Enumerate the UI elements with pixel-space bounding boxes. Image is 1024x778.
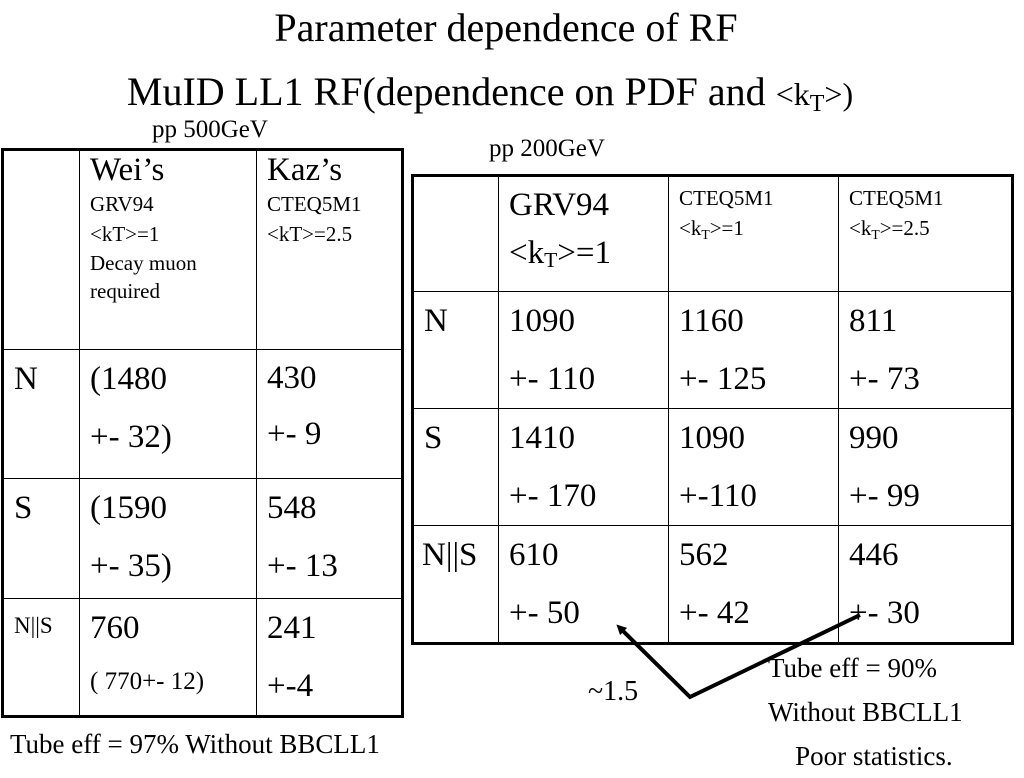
table-cell: 1410 +- 170 [498, 408, 669, 526]
table-cell: 811 +- 73 [838, 291, 1013, 409]
table-cell: 1090 +- 110 [498, 291, 669, 409]
row-label: S [2, 478, 80, 599]
slide-title: Parameter dependence of RF [274, 5, 738, 50]
header-cell: CTEQ5M1 <kT>=1 [668, 175, 839, 292]
table-header-row: GRV94 <kT>=1 CTEQ5M1 <kT>=1 CTEQ5M1 <kT>… [412, 175, 1013, 292]
table-cell: 241 +-4 [256, 598, 403, 717]
row-label: N [2, 349, 80, 479]
header-pdf: GRV94 [90, 192, 154, 216]
header-cell: CTEQ5M1 <kT>=2.5 [838, 175, 1013, 292]
table-row: S (1590 +- 35) 548 +- 13 [2, 478, 403, 599]
table-row: S 1410 +- 170 1090 +-110 990 +- 99 [412, 408, 1013, 526]
caption-200gev: pp 200GeV [489, 135, 605, 162]
header-kt: <kT>=1 [679, 216, 744, 242]
header-kt: <kT>=1 [509, 235, 611, 272]
header-pdf: GRV94 [509, 187, 610, 223]
header-pdf: CTEQ5M1 [679, 186, 774, 210]
table-cell: 446 +- 30 [838, 525, 1013, 644]
table-500gev: Wei’s GRV94 <kT>=1 Decay muon required K… [1, 148, 404, 718]
note-200gev: Tube eff = 90% Without BBCLL1 Poor stati… [768, 653, 963, 771]
table-cell: 1160 +- 125 [668, 291, 839, 409]
table-cell: 1090 +-110 [668, 408, 839, 526]
header-note: Decay muon required [90, 251, 197, 303]
header-pdf: CTEQ5M1 [267, 192, 362, 216]
table-row: N 1090 +- 110 1160 +- 125 811 +- 73 [412, 291, 1013, 409]
header-kt: <kT>=2.5 [849, 216, 930, 242]
table-200gev: GRV94 <kT>=1 CTEQ5M1 <kT>=1 CTEQ5M1 <kT>… [411, 174, 1014, 645]
slide-subtitle: MuID LL1 RF(dependence on PDF and <kT>) [126, 69, 854, 117]
row-label: S [412, 408, 499, 526]
header-cell: Wei’s GRV94 <kT>=1 Decay muon required [79, 149, 257, 350]
table-row: N||S 610 +- 50 562 +- 42 446 +- 30 [412, 525, 1013, 644]
table-cell: (1480 +- 32) [79, 349, 257, 479]
header-kt: <kT>=1 [90, 222, 160, 246]
table-cell: 430 +- 9 [256, 349, 403, 479]
header-kt: <kT>=2.5 [267, 222, 353, 246]
table-header-row: Wei’s GRV94 <kT>=1 Decay muon required K… [2, 149, 403, 350]
table-cell: 610 +- 50 [498, 525, 669, 644]
table-cell: 562 +- 42 [668, 525, 839, 644]
table-row: N (1480 +- 32) 430 +- 9 [2, 349, 403, 479]
header-cell: Kaz’s CTEQ5M1 <kT>=2.5 [256, 149, 403, 350]
header-pdf: CTEQ5M1 [849, 186, 944, 210]
header-name: Kaz’s [267, 152, 343, 188]
ratio-label: ~1.5 [588, 676, 639, 707]
header-name: Wei’s [90, 152, 165, 188]
caption-500gev: pp 500GeV [152, 116, 268, 143]
row-label: N||S [412, 525, 499, 644]
table-cell: 990 +- 99 [838, 408, 1013, 526]
table-cell: 548 +- 13 [256, 478, 403, 599]
note-500gev: Tube eff = 97% Without BBCLL1 [10, 729, 380, 759]
row-label: N [412, 291, 499, 409]
arrow-line [616, 613, 861, 700]
header-cell: GRV94 <kT>=1 [498, 175, 669, 292]
table-cell: (1590 +- 35) [79, 478, 257, 599]
header-empty-cell [412, 175, 499, 292]
table-row: N||S 760( 770+- 12) 241 +-4 [2, 598, 403, 717]
